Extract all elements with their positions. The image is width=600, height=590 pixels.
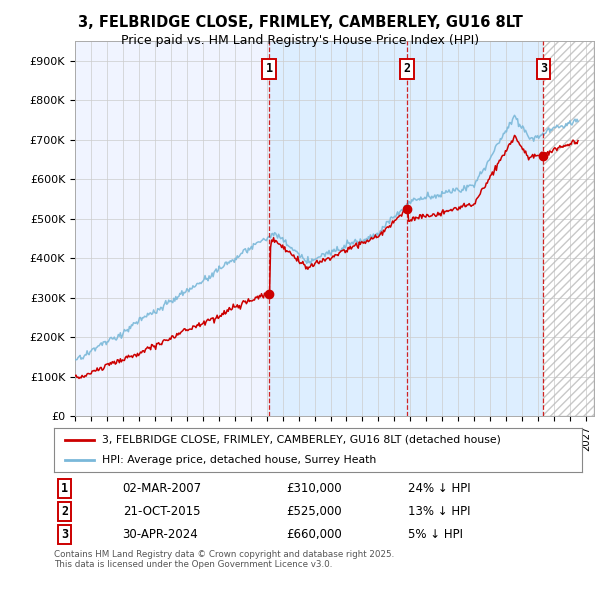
Text: 3: 3 <box>540 63 547 76</box>
Text: HPI: Average price, detached house, Surrey Heath: HPI: Average price, detached house, Surr… <box>101 455 376 465</box>
Text: 30-APR-2024: 30-APR-2024 <box>122 528 199 541</box>
Text: 5% ↓ HPI: 5% ↓ HPI <box>408 528 463 541</box>
Text: 2: 2 <box>61 505 68 518</box>
Bar <box>269 41 544 416</box>
Text: 3, FELBRIDGE CLOSE, FRIMLEY, CAMBERLEY, GU16 8LT: 3, FELBRIDGE CLOSE, FRIMLEY, CAMBERLEY, … <box>77 15 523 30</box>
Text: 3, FELBRIDGE CLOSE, FRIMLEY, CAMBERLEY, GU16 8LT (detached house): 3, FELBRIDGE CLOSE, FRIMLEY, CAMBERLEY, … <box>101 435 500 445</box>
Text: Price paid vs. HM Land Registry's House Price Index (HPI): Price paid vs. HM Land Registry's House … <box>121 34 479 47</box>
Text: 1: 1 <box>61 482 68 495</box>
Text: 02-MAR-2007: 02-MAR-2007 <box>122 482 202 495</box>
Text: 2: 2 <box>404 63 411 76</box>
Text: Contains HM Land Registry data © Crown copyright and database right 2025.
This d: Contains HM Land Registry data © Crown c… <box>54 550 394 569</box>
Text: 13% ↓ HPI: 13% ↓ HPI <box>408 505 470 518</box>
Text: £310,000: £310,000 <box>286 482 342 495</box>
Text: 3: 3 <box>61 528 68 541</box>
Text: 1: 1 <box>266 63 273 76</box>
Text: £660,000: £660,000 <box>286 528 342 541</box>
Text: 24% ↓ HPI: 24% ↓ HPI <box>408 482 470 495</box>
Text: 21-OCT-2015: 21-OCT-2015 <box>122 505 200 518</box>
Text: £525,000: £525,000 <box>286 505 342 518</box>
Bar <box>544 41 594 416</box>
Bar <box>544 41 594 416</box>
